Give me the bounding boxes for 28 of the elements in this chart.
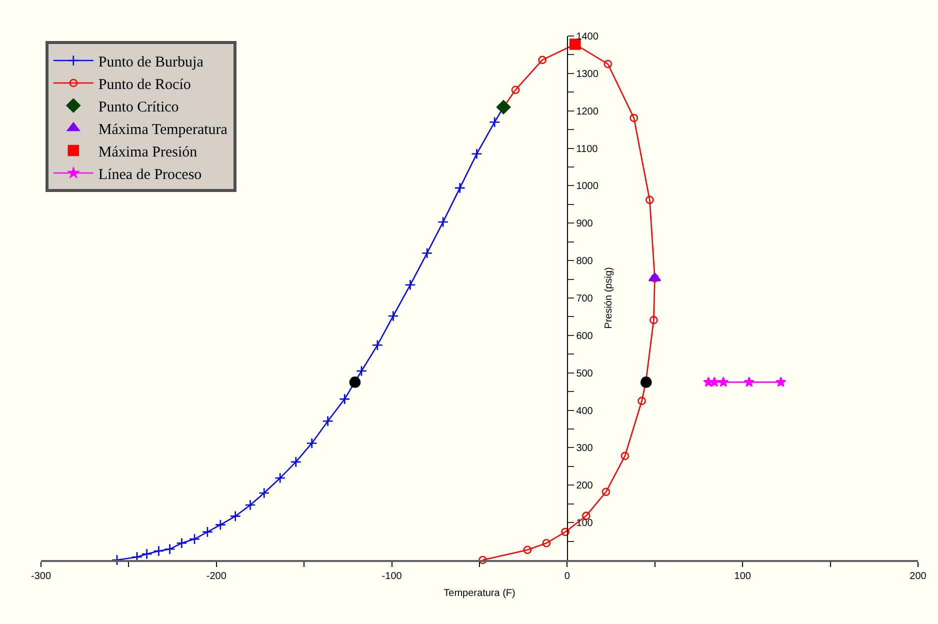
y-tick-label: 900 bbox=[576, 218, 594, 230]
x-tick-label: -200 bbox=[206, 571, 227, 582]
y-tick-label: 400 bbox=[576, 406, 594, 417]
x-tick-label: -100 bbox=[382, 571, 402, 582]
y-tick-label: 200 bbox=[576, 480, 594, 492]
y-tick-label: 1200 bbox=[576, 106, 599, 118]
y-tick-label: 700 bbox=[576, 294, 594, 304]
x-tick-label: 100 bbox=[734, 571, 752, 582]
y-tick-label: 800 bbox=[576, 256, 594, 268]
y-tick-label: 1300 bbox=[576, 68, 599, 80]
y-tick-label: 600 bbox=[576, 330, 594, 342]
legend-label: Máxima Temperatura bbox=[98, 122, 228, 138]
y-tick-label: 1400 bbox=[576, 32, 599, 42]
y-tick-label: 1100 bbox=[576, 144, 598, 155]
y-axis-title: Presión (psig) bbox=[603, 267, 614, 329]
y-tick-label: 500 bbox=[576, 368, 594, 380]
y-tick-label: 300 bbox=[576, 443, 594, 454]
legend-label: Máxima Presión bbox=[98, 144, 198, 160]
legend-label: Punto de Rocío bbox=[98, 76, 191, 93]
x-tick-label: 200 bbox=[910, 571, 927, 582]
x-tick-label: -300 bbox=[30, 571, 52, 582]
legend-label: Punto de Burbuja bbox=[98, 54, 204, 70]
x-tick-label: 0 bbox=[564, 571, 570, 582]
legend-label: Punto Crítico bbox=[98, 99, 179, 116]
y-tick-label: 1000 bbox=[576, 181, 599, 192]
legend-label: Línea de Proceso bbox=[98, 166, 202, 183]
x-axis-title: Temperatura (F) bbox=[444, 588, 516, 599]
y-tick-label: 100 bbox=[576, 518, 594, 530]
